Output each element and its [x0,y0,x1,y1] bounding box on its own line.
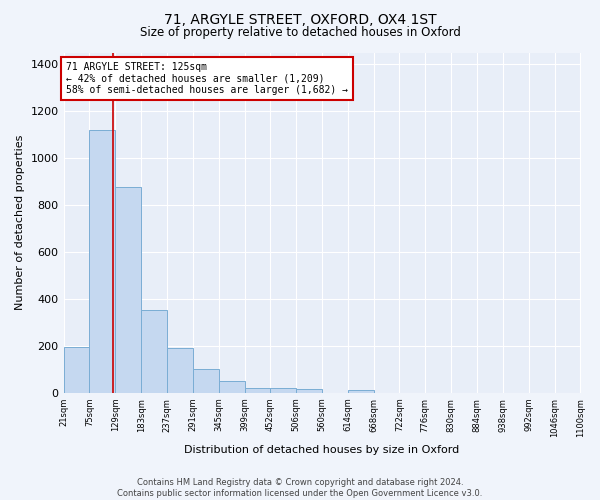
Bar [167,348,193,393]
Text: Size of property relative to detached houses in Oxford: Size of property relative to detached ho… [140,26,460,39]
X-axis label: Distribution of detached houses by size in Oxford: Distribution of detached houses by size … [184,445,460,455]
Bar [347,390,374,393]
Text: 71 ARGYLE STREET: 125sqm
← 42% of detached houses are smaller (1,209)
58% of sem: 71 ARGYLE STREET: 125sqm ← 42% of detach… [66,62,348,95]
Bar [141,310,167,393]
Bar [64,346,89,393]
Text: 71, ARGYLE STREET, OXFORD, OX4 1ST: 71, ARGYLE STREET, OXFORD, OX4 1ST [164,12,436,26]
Bar [89,130,115,393]
Text: Contains HM Land Registry data © Crown copyright and database right 2024.
Contai: Contains HM Land Registry data © Crown c… [118,478,482,498]
Bar [270,388,296,393]
Y-axis label: Number of detached properties: Number of detached properties [15,135,25,310]
Bar [245,388,270,393]
Bar [115,187,141,393]
Bar [219,380,245,393]
Bar [193,370,219,393]
Bar [296,389,322,393]
